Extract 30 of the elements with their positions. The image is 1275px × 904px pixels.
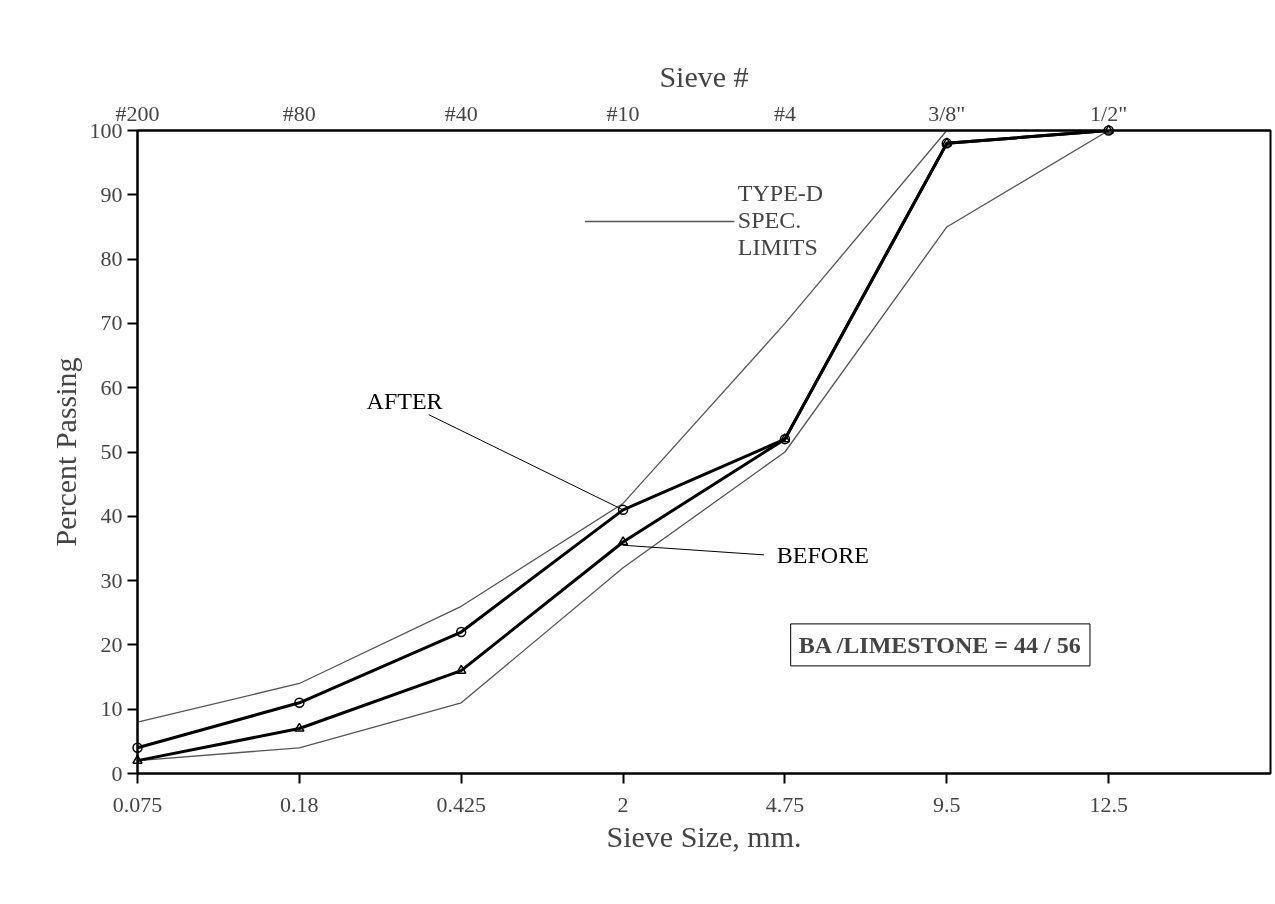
y-tick-label: 30 bbox=[100, 567, 123, 593]
y-axis-title: Percent Passing bbox=[48, 357, 82, 547]
text: #10 bbox=[606, 100, 640, 126]
text: #4 bbox=[773, 100, 796, 126]
x-tick-label: 0.18 bbox=[280, 791, 319, 817]
x-tick-label: 4.75 bbox=[765, 791, 805, 817]
x-tick-label: 2 bbox=[617, 791, 629, 817]
text: #40 bbox=[444, 100, 478, 126]
y-tick-label: 90 bbox=[100, 181, 123, 207]
y-tick-label: 40 bbox=[100, 503, 123, 529]
x-axis-title: Sieve Size, mm. bbox=[606, 819, 802, 853]
y-tick-label: 80 bbox=[100, 246, 123, 272]
x-tick-label: 9.5 bbox=[933, 791, 961, 817]
x-tick-label: 12.5 bbox=[1089, 791, 1128, 817]
y-tick-label: 70 bbox=[100, 310, 123, 336]
text: AFTER bbox=[366, 387, 443, 414]
text: 3/8" bbox=[928, 100, 966, 126]
text: 1/2" bbox=[1090, 100, 1128, 126]
y-tick-label: 10 bbox=[100, 696, 123, 722]
x2-axis-title: Sieve # bbox=[659, 59, 749, 93]
y-tick-label: 20 bbox=[100, 631, 123, 657]
text: BEFORE bbox=[776, 541, 869, 568]
y-tick-label: 0 bbox=[111, 760, 123, 786]
y-tick-label: 60 bbox=[100, 374, 123, 400]
y-tick-label: 50 bbox=[100, 439, 123, 464]
text: #80 bbox=[282, 100, 316, 126]
series-label: TYPE-D SPEC. LIMITS bbox=[737, 180, 824, 261]
x-tick-label: 0.075 bbox=[112, 791, 163, 817]
annotation: BA /LIMESTONE = 44 / 56 bbox=[798, 631, 1081, 658]
x-tick-label: 0.425 bbox=[436, 791, 486, 817]
